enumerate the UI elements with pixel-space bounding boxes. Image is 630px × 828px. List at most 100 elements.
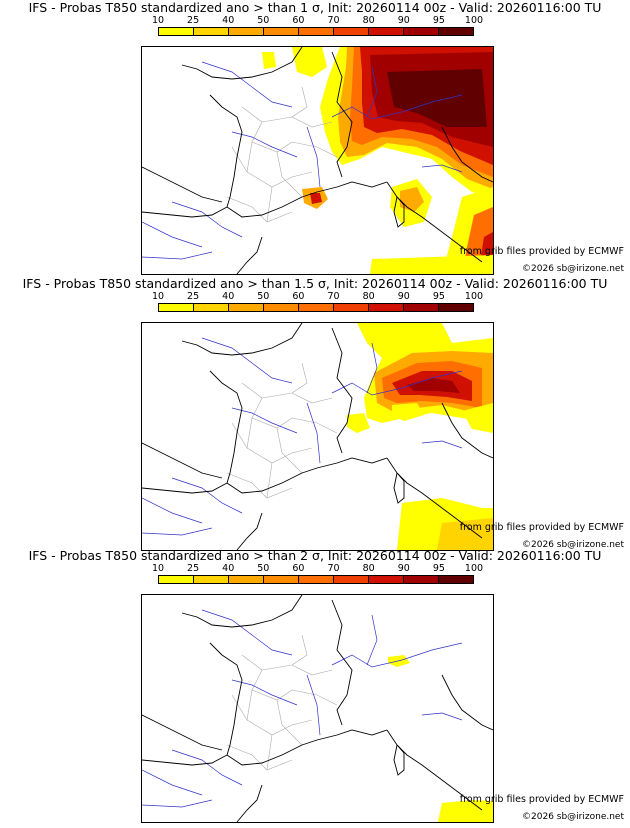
colorbar-tick: 95	[432, 15, 445, 26]
colorbar-bin	[369, 304, 404, 311]
colorbar-bin	[299, 304, 334, 311]
colorbar-bin	[334, 304, 369, 311]
colorbar-tick: 50	[257, 15, 270, 26]
colorbar-bin	[159, 576, 194, 583]
colorbar-tick: 25	[187, 563, 200, 574]
colorbar-tick: 70	[327, 563, 340, 574]
colorbar-bin	[229, 576, 264, 583]
colorbar-tick: 70	[327, 15, 340, 26]
credit-copyright: ©2026 sb@irizone.net	[522, 264, 624, 274]
probability-map	[141, 594, 494, 823]
region-boundaries	[226, 362, 338, 499]
colorbar-ticks: 10 25 40 50 60 70 80 90 95 100	[152, 291, 483, 302]
prob-area	[347, 413, 370, 433]
region-boundaries	[226, 86, 338, 223]
colorbar-bin	[194, 576, 229, 583]
colorbar-bin	[439, 304, 473, 311]
colorbar-bin	[229, 28, 264, 35]
prob-area	[262, 52, 276, 69]
colorbar-bin	[334, 576, 369, 583]
prob-area	[438, 800, 493, 822]
region-boundaries	[226, 634, 338, 771]
colorbar-tick: 40	[222, 291, 235, 302]
rivers	[142, 337, 463, 536]
colorbar-bin	[404, 576, 439, 583]
prob-area	[310, 193, 322, 204]
probability-map	[141, 46, 494, 275]
panel-title: IFS - Probas T850 standardized ano > tha…	[22, 276, 608, 291]
colorbar-bin	[159, 304, 194, 311]
colorbar-bin	[264, 28, 299, 35]
prob-area	[370, 255, 493, 274]
map-svg	[142, 595, 493, 822]
colorbar-tick: 10	[151, 15, 165, 26]
probability-map	[141, 322, 494, 551]
colorbar-bin	[369, 28, 404, 35]
prob-area	[292, 47, 327, 77]
colorbar-tick: 95	[432, 291, 445, 302]
panel-sigma-1: IFS - Probas T850 standardized ano > tha…	[0, 0, 630, 276]
colorbar-bin	[334, 28, 369, 35]
probability-field	[262, 47, 493, 274]
colorbar-bin	[194, 304, 229, 311]
panel-sigma-1-5: IFS - Probas T850 standardized ano > tha…	[0, 276, 630, 552]
colorbar-bin	[264, 304, 299, 311]
prob-area	[387, 69, 487, 127]
coastlines-borders	[142, 595, 493, 822]
colorbar-bin	[264, 576, 299, 583]
colorbar-tick: 90	[397, 15, 410, 26]
credit-source: from grib files provided by ECMWF	[459, 522, 624, 533]
colorbar-bin	[194, 28, 229, 35]
colorbar-bin	[159, 28, 194, 35]
credit-copyright: ©2026 sb@irizone.net	[522, 812, 624, 822]
map-svg	[142, 47, 493, 274]
colorbar-tick: 100	[464, 15, 484, 26]
prob-area	[462, 403, 493, 433]
panel-sigma-2: IFS - Probas T850 standardized ano > tha…	[0, 548, 630, 824]
colorbar-bin	[299, 576, 334, 583]
colorbar-tick: 100	[464, 291, 484, 302]
credit-copyright: ©2026 sb@irizone.net	[522, 540, 624, 550]
panel-title: IFS - Probas T850 standardized ano > tha…	[28, 0, 602, 15]
colorbar-tick: 60	[292, 15, 305, 26]
colorbar-bin	[369, 576, 404, 583]
colorbar-tick: 70	[327, 291, 340, 302]
colorbar-ticks: 10 25 40 50 60 70 80 90 95 100	[152, 563, 483, 574]
credit-source: from grib files provided by ECMWF	[459, 794, 624, 805]
prob-area	[437, 518, 493, 550]
colorbar-tick: 25	[187, 15, 200, 26]
colorbar-tick: 80	[362, 15, 375, 26]
rivers	[142, 609, 463, 808]
colorbar	[158, 303, 474, 312]
colorbar-tick: 10	[151, 291, 165, 302]
colorbar-tick: 90	[397, 291, 410, 302]
colorbar-tick: 95	[432, 563, 445, 574]
colorbar-bin	[299, 28, 334, 35]
probability-field	[347, 323, 493, 550]
colorbar-ticks: 10 25 40 50 60 70 80 90 95 100	[152, 15, 483, 26]
colorbar-tick: 100	[464, 563, 484, 574]
colorbar	[158, 27, 474, 36]
panel-title: IFS - Probas T850 standardized ano > tha…	[28, 548, 602, 563]
colorbar-tick: 40	[222, 563, 235, 574]
credit-source: from grib files provided by ECMWF	[459, 246, 624, 257]
coastlines-borders	[142, 47, 493, 274]
colorbar-bin	[404, 28, 439, 35]
colorbar-tick: 80	[362, 291, 375, 302]
colorbar-tick: 50	[257, 291, 270, 302]
map-svg	[142, 323, 493, 550]
colorbar-tick: 60	[292, 291, 305, 302]
colorbar-tick: 80	[362, 563, 375, 574]
colorbar-tick: 25	[187, 291, 200, 302]
prob-area	[392, 403, 424, 421]
colorbar-tick: 60	[292, 563, 305, 574]
colorbar	[158, 575, 474, 584]
colorbar-bin	[404, 304, 439, 311]
coastlines-borders	[142, 323, 493, 550]
colorbar-tick: 10	[151, 563, 165, 574]
rivers	[142, 61, 463, 260]
colorbar-bin	[229, 304, 264, 311]
colorbar-tick: 40	[222, 15, 235, 26]
colorbar-bin	[439, 576, 473, 583]
colorbar-tick: 90	[397, 563, 410, 574]
